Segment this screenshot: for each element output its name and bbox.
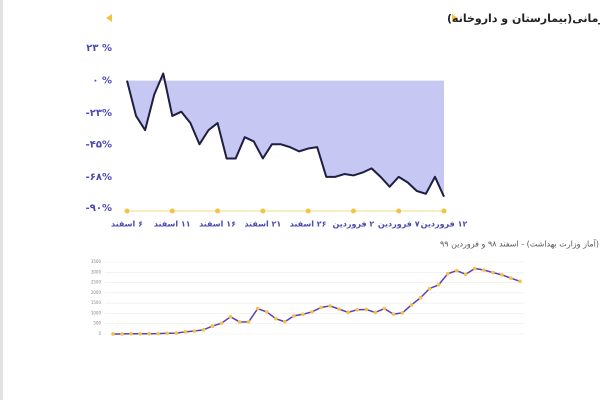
x-tick-label: ۲۱ اسفند bbox=[244, 220, 281, 229]
point bbox=[147, 331, 151, 336]
point bbox=[418, 295, 423, 300]
point bbox=[165, 331, 170, 336]
point bbox=[174, 331, 179, 335]
point bbox=[129, 331, 133, 336]
point bbox=[454, 268, 459, 273]
point bbox=[292, 314, 296, 318]
point bbox=[210, 324, 215, 328]
y-tick-label: 2000 bbox=[91, 290, 102, 295]
area-fill bbox=[127, 73, 444, 197]
x-tick-dot bbox=[305, 208, 311, 214]
title-bullet bbox=[452, 14, 458, 22]
top-chart-title: میزان کاهش در مسیریابی به سمت مراکز درما… bbox=[447, 12, 600, 25]
point bbox=[346, 310, 350, 315]
point bbox=[246, 320, 251, 324]
point bbox=[400, 311, 405, 315]
line bbox=[112, 267, 521, 335]
point bbox=[237, 320, 242, 324]
x-tick-label: ۱۶ اسفند bbox=[199, 220, 236, 229]
y-tick-label: -۹۰% bbox=[86, 203, 112, 214]
point bbox=[382, 306, 387, 311]
point bbox=[301, 312, 305, 317]
bottom-chart-title: تعداد بیماران جدید شناسایی شده (آمار وزا… bbox=[440, 239, 600, 249]
y-tick-label: 3000 bbox=[91, 269, 102, 274]
x-tick-label: ۲ فروردین bbox=[333, 220, 375, 229]
x-tick-label: ۶ اسفند bbox=[111, 220, 143, 229]
y-tick-label: 1500 bbox=[91, 300, 102, 305]
point bbox=[201, 327, 206, 332]
point bbox=[156, 331, 161, 336]
x-tick-dot bbox=[169, 208, 175, 214]
page-edge bbox=[0, 0, 3, 400]
point bbox=[138, 331, 142, 336]
point bbox=[491, 270, 495, 275]
point bbox=[364, 307, 369, 312]
point bbox=[120, 332, 124, 336]
y-tick-label: 3500 bbox=[91, 259, 102, 264]
point bbox=[328, 304, 332, 308]
point bbox=[310, 310, 314, 314]
point bbox=[274, 316, 278, 321]
point bbox=[482, 268, 486, 272]
y-tick-label: -۴۵% bbox=[86, 139, 112, 150]
y-tick-label: -۶۸% bbox=[86, 172, 112, 183]
point bbox=[255, 306, 260, 311]
point bbox=[319, 305, 323, 310]
point bbox=[427, 286, 432, 291]
point bbox=[283, 319, 287, 324]
y-tick-label: 0 bbox=[98, 331, 101, 336]
line bbox=[126, 72, 445, 198]
y-tick-label: 500 bbox=[93, 321, 101, 326]
point bbox=[391, 312, 396, 316]
y-tick-label: 2500 bbox=[91, 280, 102, 285]
point bbox=[228, 315, 233, 319]
point bbox=[111, 332, 115, 336]
x-tick-label: ۱۱ اسفند bbox=[154, 220, 191, 229]
point bbox=[183, 330, 188, 334]
point bbox=[409, 303, 414, 307]
point bbox=[445, 272, 450, 276]
point bbox=[192, 329, 197, 333]
x-tick-dot bbox=[350, 208, 356, 214]
x-tick-label: ۷ فروردین bbox=[378, 220, 420, 229]
point bbox=[500, 273, 504, 277]
point bbox=[219, 321, 224, 326]
x-tick-dot bbox=[215, 208, 221, 214]
point bbox=[509, 276, 513, 280]
x-tick-label: ۱۲ فروردین bbox=[421, 220, 468, 229]
point bbox=[337, 307, 341, 311]
x-tick-label: ۲۶ اسفند bbox=[290, 220, 327, 229]
point bbox=[518, 279, 522, 284]
y-tick-label: -۲۳% bbox=[86, 108, 112, 119]
y-tick-label: ۲۳ % bbox=[86, 43, 112, 54]
y-tick-label: 1000 bbox=[91, 310, 102, 315]
title-bullet bbox=[106, 14, 112, 22]
x-tick-dot bbox=[396, 208, 402, 214]
point bbox=[264, 310, 269, 314]
x-tick-dot bbox=[441, 208, 447, 214]
y-tick-label: ۰ % bbox=[92, 76, 112, 87]
x-tick-dot bbox=[260, 208, 266, 214]
point bbox=[355, 307, 360, 312]
point bbox=[373, 310, 378, 315]
point bbox=[463, 272, 468, 277]
x-tick-dot bbox=[124, 208, 130, 214]
point bbox=[436, 283, 441, 287]
point bbox=[472, 266, 477, 271]
